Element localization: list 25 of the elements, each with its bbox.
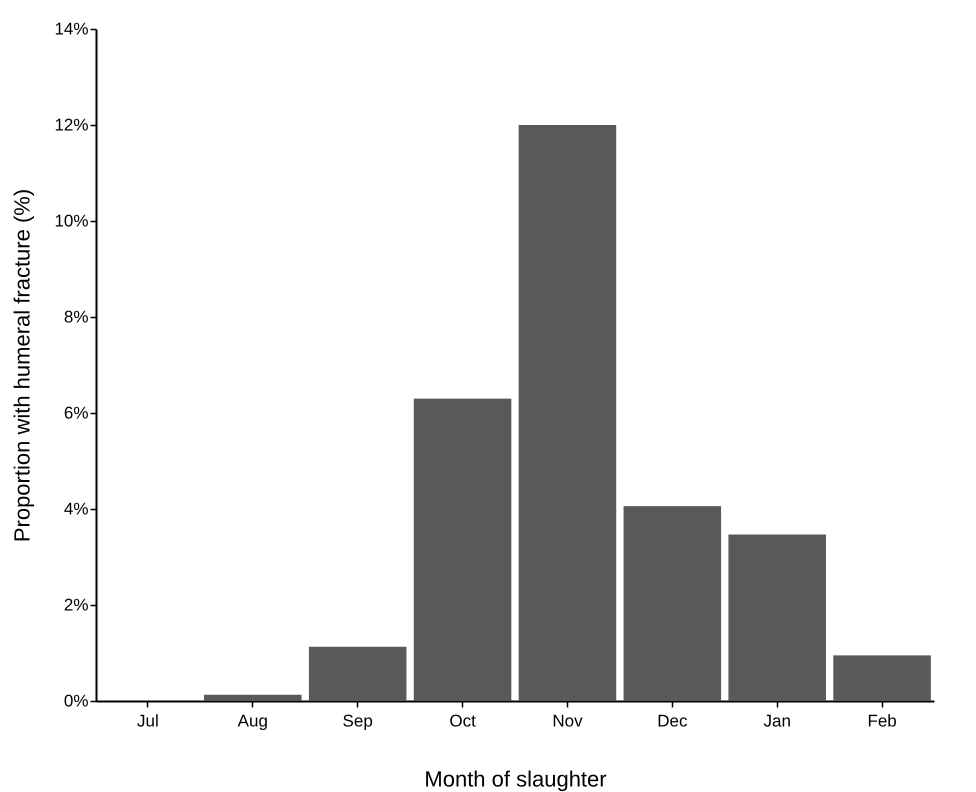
x-tick-label: Nov — [552, 712, 584, 730]
y-axis-title: Proportion with humeral fracture (%) — [9, 188, 34, 542]
y-tick-label: 14% — [54, 20, 88, 38]
bar — [624, 506, 722, 701]
y-tick-label: 6% — [64, 404, 88, 422]
bar — [833, 655, 931, 701]
x-tick-label: Feb — [867, 712, 897, 730]
x-tick-label: Dec — [657, 712, 688, 730]
bar — [308, 646, 406, 701]
y-tick-label: 4% — [64, 500, 88, 518]
x-axis-title: Month of slaughter — [424, 766, 607, 792]
y-tick-label: 8% — [64, 308, 88, 326]
x-tick-label: Aug — [238, 712, 268, 730]
bar — [414, 398, 512, 701]
x-tick-label: Oct — [449, 712, 476, 730]
bar — [728, 534, 826, 701]
x-tick-label: Sep — [342, 712, 373, 730]
y-tick-label: 2% — [64, 596, 88, 614]
y-tick-label: 10% — [54, 212, 88, 230]
bar — [204, 694, 302, 701]
y-tick-label: 0% — [64, 692, 88, 710]
x-tick-label: Jul — [137, 712, 159, 730]
y-tick-label: 12% — [54, 116, 88, 134]
bar — [518, 125, 616, 701]
x-tick-label: Jan — [763, 712, 791, 730]
